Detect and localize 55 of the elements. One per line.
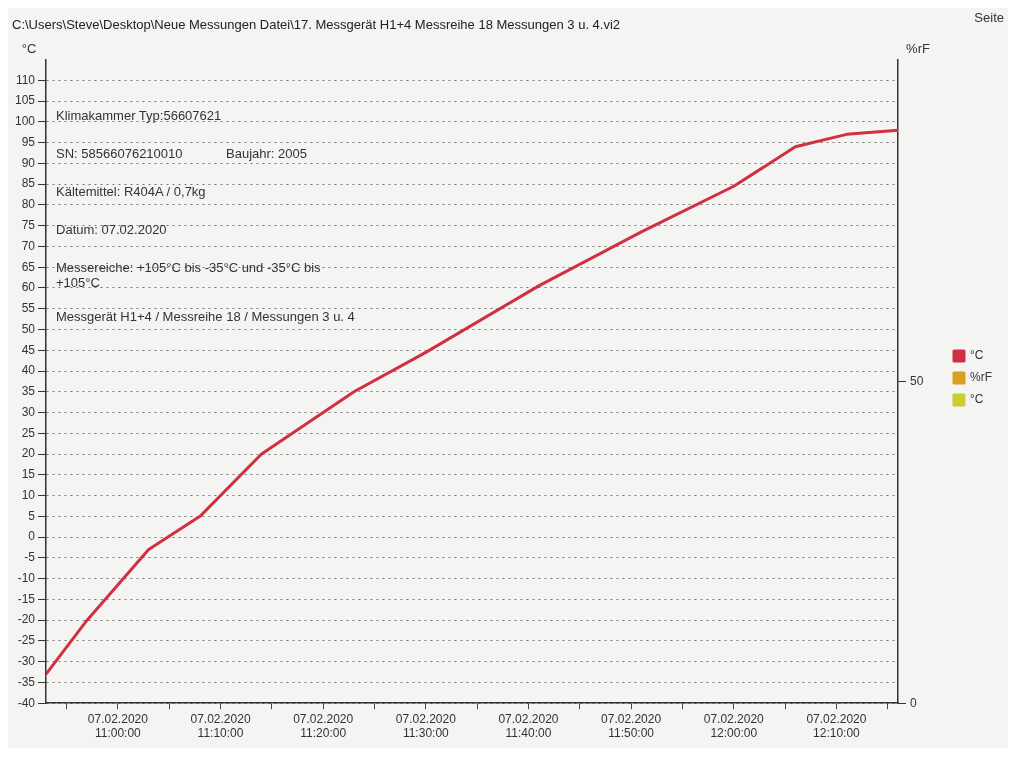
y-tick-label: 30	[21, 404, 36, 419]
y-tick-label: -5	[24, 550, 36, 565]
annotation: Messgerät H1+4 / Messreihe 18 / Messungen 3 u. 4	[56, 309, 355, 325]
y-tick-label: 5	[28, 508, 36, 523]
y-tick-label: -10	[17, 570, 36, 585]
annotation: Kältemittel: R404A / 0,7kg	[56, 183, 206, 199]
x-tick-label: 07.02.2020 11:10:00	[190, 711, 251, 741]
y-tick-label: 35	[21, 384, 36, 399]
x-tick-label: 07.02.2020 11:00:00	[87, 711, 149, 741]
x-tick-label: 07.02.2020 12:10:00	[806, 711, 867, 741]
y-tick-label: -25	[17, 633, 36, 648]
y-tick-label: 20	[21, 446, 36, 461]
chart-title: C:\Users\Steve\Desktop\Neue Messungen Datei\17. Messgerät H1+4 Messreihe 18 Messungen 3 u. 4.vi2	[12, 17, 621, 33]
y-tick-label: 60	[21, 280, 36, 295]
x-tick-label: 07.02.2020 11:20:00	[293, 711, 354, 741]
annotation: SN: 58566076210010	[56, 145, 183, 161]
annotation: Messereiche: +105°C bis -35°C und -35°C bis +105°C	[56, 259, 322, 290]
y-tick-label: -20	[17, 612, 36, 627]
y2-tick-label: 50	[910, 373, 924, 388]
y-tick-label: -40	[17, 695, 36, 710]
annotation: Baujahr: 2005	[226, 145, 307, 161]
annotation: Klimakammer Typ:56607621	[56, 107, 222, 123]
text: Seite	[974, 10, 1004, 26]
y-tick-label: 70	[21, 238, 36, 253]
legend-label: °C	[970, 392, 984, 407]
y-tick-label: -15	[17, 591, 36, 606]
y-tick-label: 0	[28, 529, 36, 544]
y-tick-label: 15	[21, 467, 36, 482]
x-tick-label: 07.02.2020 11:50:00	[601, 711, 662, 741]
y-tick-label: 85	[21, 176, 36, 191]
y-tick-label: -35	[17, 674, 36, 689]
y-tick-label: -30	[17, 653, 36, 668]
y-tick-label: 90	[21, 155, 36, 170]
x-tick-label: 07.02.2020 12:00:00	[703, 711, 765, 741]
y-tick-label: 45	[21, 342, 36, 357]
x-tick-label: 07.02.2020 11:30:00	[395, 711, 457, 741]
y-tick-label: 80	[21, 197, 36, 212]
y-tick-label: 55	[21, 301, 36, 316]
y2-axis-title: %rF	[906, 40, 930, 56]
annotation: Datum: 07.02.2020	[56, 221, 167, 237]
y-tick-label: 65	[21, 259, 36, 274]
y-tick-label: 110	[15, 72, 36, 87]
y-tick-label: 75	[21, 218, 36, 232]
y-tick-label: 50	[21, 321, 36, 336]
legend-label: %rF	[970, 370, 992, 385]
legend-label: °C	[970, 348, 984, 363]
y-tick-label: 95	[21, 134, 36, 149]
y-tick-label: 100	[14, 114, 36, 129]
y-axis-title: °C	[21, 40, 37, 56]
y-tick-label: 105	[14, 93, 36, 108]
x-tick-label: 07.02.2020 11:40:00	[498, 711, 559, 741]
y2-tick-label: 0	[910, 695, 917, 710]
y-tick-label: 40	[21, 363, 36, 378]
y-tick-label: 10	[21, 487, 36, 502]
y-tick-label: 25	[21, 425, 36, 440]
